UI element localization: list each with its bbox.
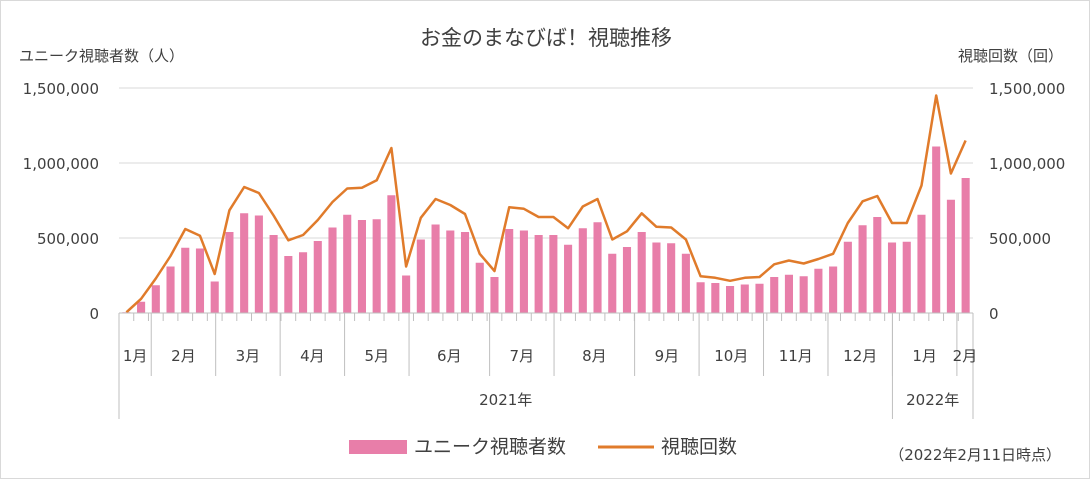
bar: [578, 228, 587, 313]
left-tick-label: 500,000: [37, 230, 99, 248]
bar: [284, 256, 293, 313]
bar: [637, 232, 646, 313]
left-tick-label: 1,500,000: [23, 80, 99, 98]
bar: [814, 268, 823, 313]
bar: [151, 285, 160, 313]
bar: [446, 230, 455, 313]
bar: [269, 235, 278, 313]
bar: [770, 277, 779, 313]
bar: [696, 282, 705, 313]
bar: [181, 247, 190, 313]
month-label: 6月: [437, 347, 462, 365]
bar: [195, 248, 205, 313]
bar: [873, 217, 882, 313]
bar: [932, 146, 941, 313]
right-tick-label: 0: [989, 305, 999, 323]
bar: [622, 247, 632, 313]
legend-label-bar: ユニーク視聴者数: [414, 436, 566, 458]
bar: [416, 239, 425, 313]
month-label: 11月: [779, 347, 813, 365]
bar: [740, 284, 749, 313]
bar: [843, 241, 852, 313]
left-tick-label: 1,000,000: [23, 155, 99, 173]
bar: [166, 266, 175, 313]
bar: [667, 243, 676, 313]
right-tick-label: 1,000,000: [989, 155, 1065, 173]
bar: [902, 241, 911, 313]
bar: [343, 214, 352, 313]
view-count-line: [125, 94, 967, 314]
bar: [210, 281, 219, 313]
bar: [549, 235, 558, 313]
month-label: 8月: [582, 347, 607, 365]
bar: [519, 230, 528, 313]
bar: [755, 283, 764, 313]
month-label: 10月: [714, 347, 748, 365]
bar: [887, 242, 897, 313]
bar: [460, 232, 470, 313]
right-tick-label: 1,500,000: [989, 80, 1065, 98]
chart-title: お金のまなびば！視聴推移: [420, 26, 672, 50]
bar: [799, 276, 808, 313]
bar: [240, 213, 249, 313]
bar: [593, 222, 602, 313]
bar: [534, 235, 543, 313]
timestamp-note: （2022年2月11日時点）: [889, 446, 1061, 464]
bar: [829, 266, 838, 313]
month-label: 2月: [171, 347, 196, 365]
bar: [946, 199, 955, 313]
bar: [681, 253, 690, 313]
month-label: 12月: [843, 347, 877, 365]
bar: [505, 229, 514, 313]
month-label: 1月: [912, 347, 937, 365]
bar: [254, 215, 263, 313]
year-label: 2022年: [906, 391, 959, 409]
bar: [564, 244, 573, 313]
right-tick-label: 500,000: [989, 230, 1051, 248]
bar: [387, 195, 396, 313]
left-tick-label: 0: [89, 305, 99, 323]
bar: [652, 242, 661, 313]
left-axis-ticks: 0 500,000 1,000,000 1,500,000: [23, 80, 99, 323]
bar: [608, 253, 617, 313]
bar: [431, 224, 440, 313]
month-label: 9月: [655, 347, 680, 365]
bar: [372, 219, 381, 313]
bar: [858, 225, 867, 313]
month-label: 3月: [236, 347, 261, 365]
bar: [357, 220, 366, 313]
bar: [475, 262, 484, 313]
line-series-view-count: [125, 94, 967, 314]
legend: ユニーク視聴者数 視聴回数: [349, 436, 737, 458]
month-label: 7月: [510, 347, 535, 365]
bar: [711, 283, 720, 313]
bar-series-unique-viewers: [122, 146, 970, 313]
bar: [299, 252, 308, 313]
month-label: 1月: [123, 347, 148, 365]
bar: [917, 214, 926, 313]
bar: [313, 241, 322, 313]
bar: [961, 178, 970, 313]
month-label: 5月: [365, 347, 390, 365]
bar: [726, 286, 735, 313]
bar: [784, 274, 793, 313]
legend-label-line: 視聴回数: [661, 436, 737, 458]
bar: [490, 277, 499, 313]
month-label: 4月: [300, 347, 325, 365]
right-axis-title: 視聴回数（回）: [958, 47, 1063, 65]
bar: [402, 275, 411, 313]
legend-swatch-bar: [349, 440, 407, 454]
bar: [328, 227, 337, 313]
bar: [225, 232, 234, 313]
left-axis-title: ユニーク視聴者数（人）: [19, 47, 184, 65]
year-label: 2021年: [479, 391, 532, 409]
bar: [137, 301, 146, 313]
right-axis-ticks: 0 500,000 1,000,000 1,500,000: [989, 80, 1065, 323]
category-axis: 1月 2月 3月 4月 5月 6月 7月 8月 9月 10月 11月 12月 1月 2月 2021年 2022…: [118, 313, 978, 419]
month-label: 2月: [953, 347, 978, 365]
